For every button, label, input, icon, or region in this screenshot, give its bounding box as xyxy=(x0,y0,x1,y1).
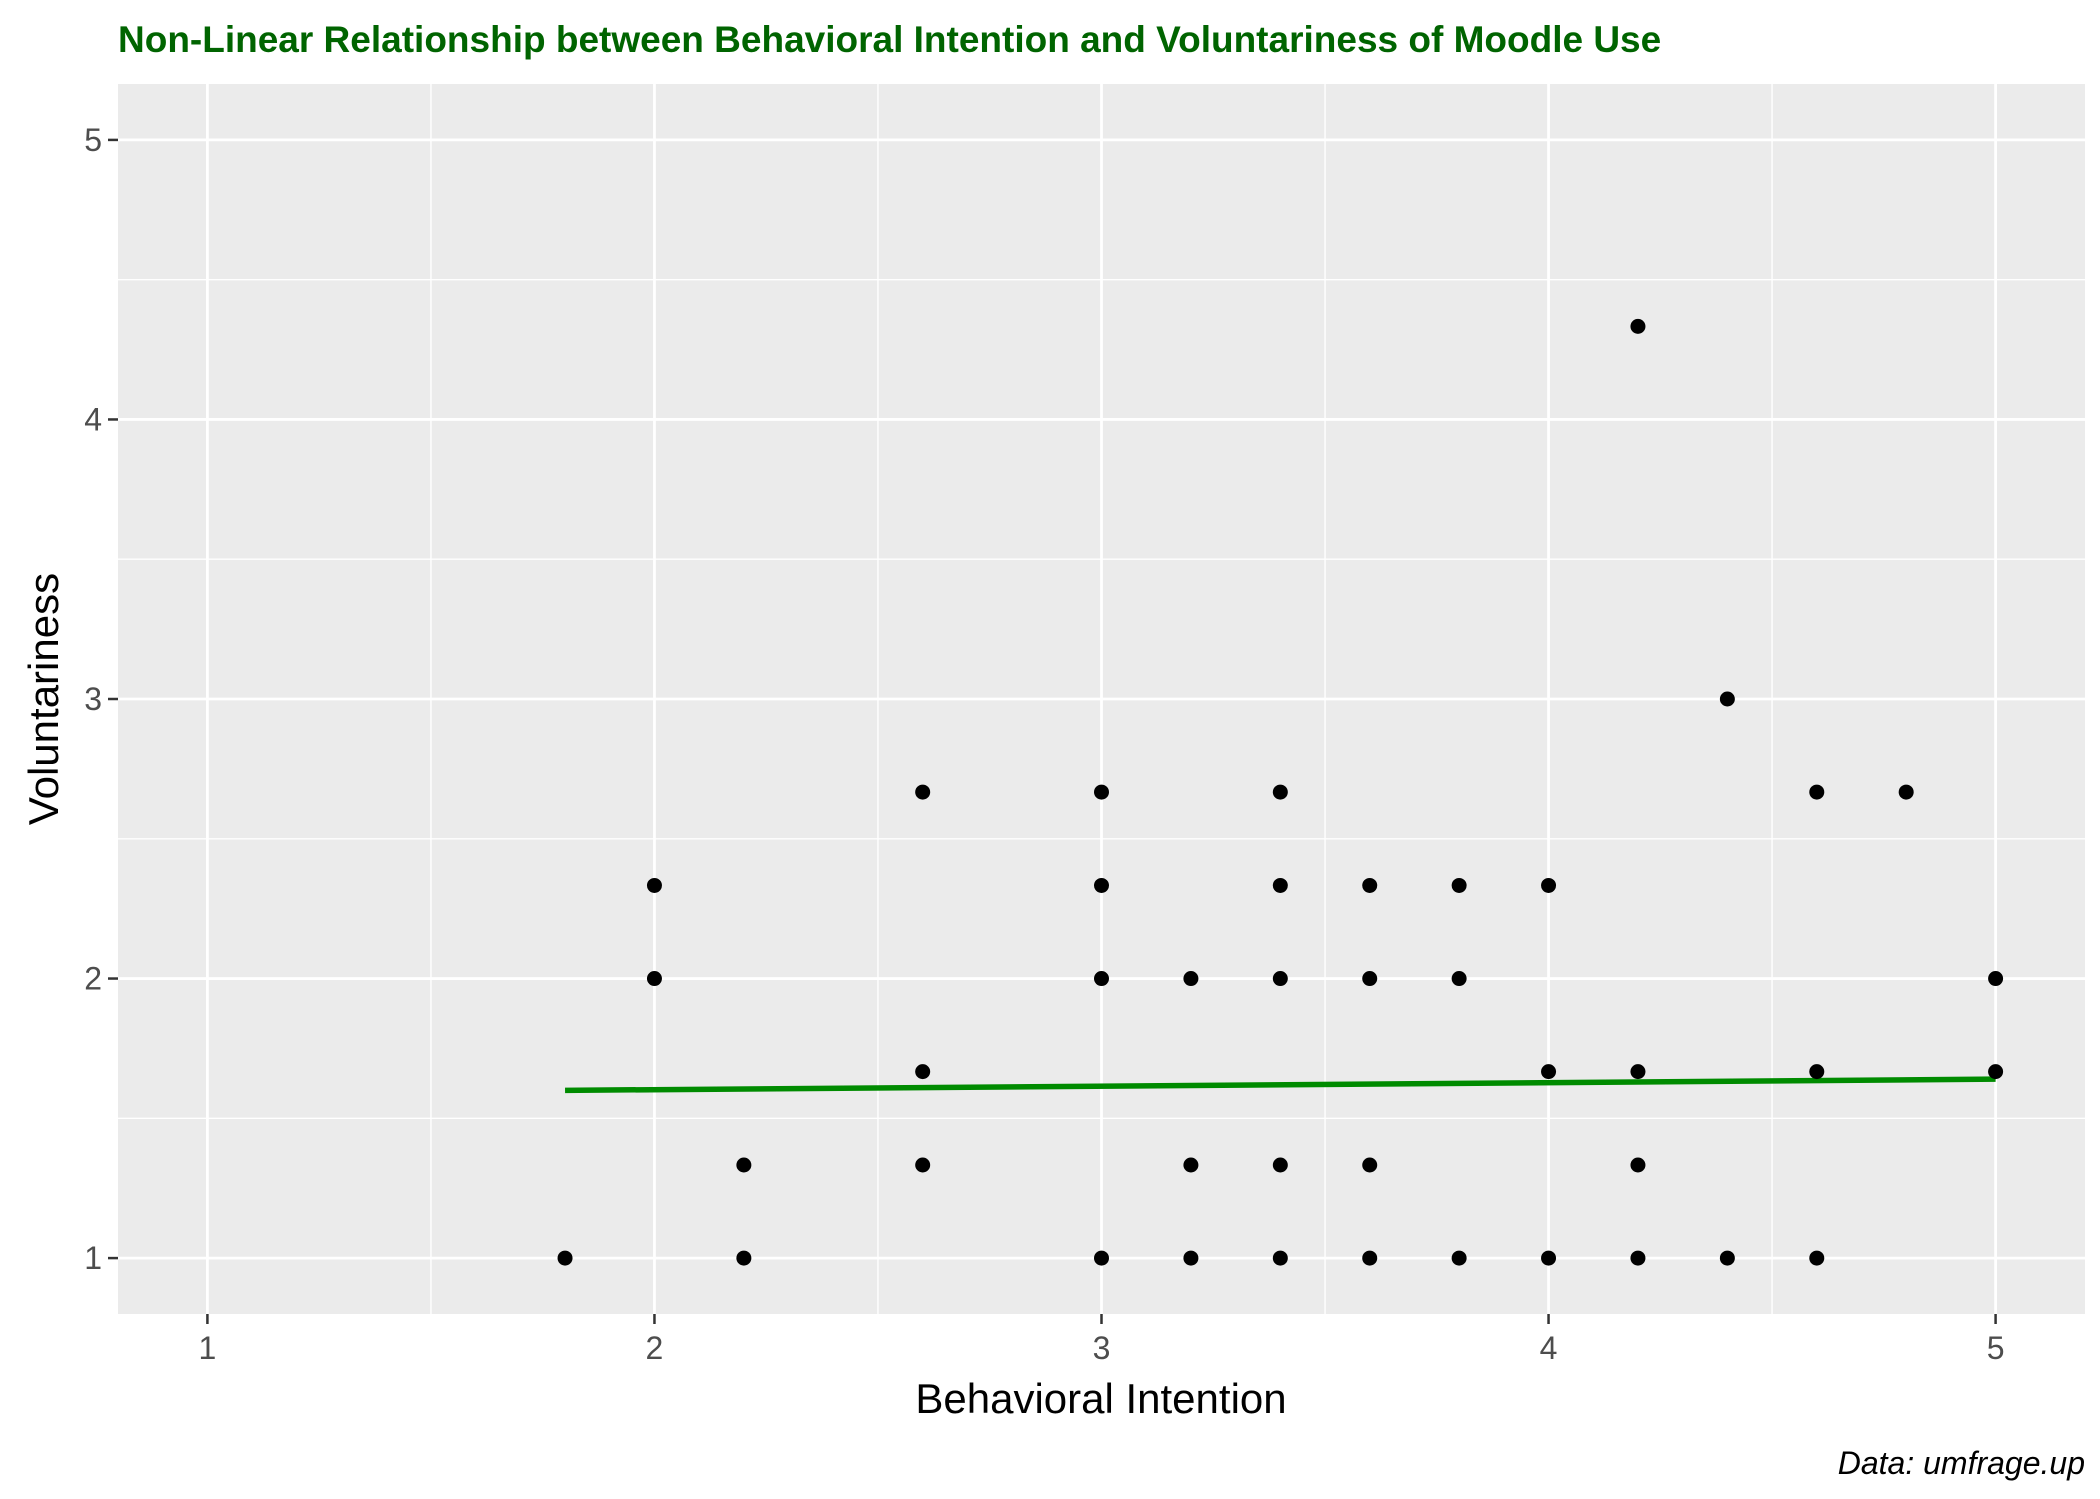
data-point xyxy=(1094,877,1109,893)
chart-title: Non-Linear Relationship between Behavior… xyxy=(118,19,1661,60)
data-point xyxy=(915,1157,931,1173)
data-point xyxy=(1719,1250,1735,1266)
data-point xyxy=(1630,318,1646,334)
data-point xyxy=(1630,1250,1646,1266)
data-point xyxy=(1809,1064,1825,1080)
data-point xyxy=(1272,784,1288,800)
y-tick-label: 5 xyxy=(84,122,102,158)
x-tick-label: 2 xyxy=(646,1330,664,1366)
trend-line-layer xyxy=(565,1076,1996,1094)
data-point xyxy=(646,971,662,987)
data-point xyxy=(915,1064,931,1080)
data-points xyxy=(557,318,2004,1266)
y-tick-label: 1 xyxy=(84,1240,102,1276)
y-axis-ticks: 1 2 3 4 5 xyxy=(84,122,118,1276)
data-point xyxy=(1272,877,1288,893)
trend-line xyxy=(565,1076,1996,1094)
data-point xyxy=(1094,784,1109,800)
data-point xyxy=(1183,1157,1199,1173)
data-point xyxy=(1183,971,1199,987)
data-point xyxy=(1988,1064,2004,1080)
data-point xyxy=(1809,784,1825,800)
y-tick-label: 4 xyxy=(84,401,102,437)
data-point xyxy=(736,1157,752,1173)
data-point xyxy=(1362,1250,1378,1266)
y-axis-title: Voluntariness xyxy=(20,573,67,825)
data-point xyxy=(1362,971,1378,987)
data-caption: Data: umfrage.up xyxy=(1838,1445,2085,1481)
data-point xyxy=(557,1250,573,1266)
data-point xyxy=(1362,877,1378,893)
data-point xyxy=(1362,1157,1378,1173)
data-point xyxy=(1630,1064,1646,1080)
y-tick-label: 3 xyxy=(84,681,102,717)
data-point xyxy=(1809,1250,1825,1266)
data-point xyxy=(1094,1250,1109,1266)
data-point xyxy=(1451,1250,1467,1266)
data-point xyxy=(1183,1250,1199,1266)
data-point xyxy=(1541,877,1557,893)
data-point xyxy=(646,877,662,893)
x-axis-ticks: 1 2 3 4 5 xyxy=(199,1314,2005,1366)
x-axis-title: Behavioral Intention xyxy=(915,1375,1286,1422)
data-point xyxy=(1719,691,1735,707)
data-point xyxy=(1898,784,1914,800)
data-point xyxy=(1272,1157,1288,1173)
x-tick-label: 4 xyxy=(1540,1330,1558,1366)
x-tick-label: 3 xyxy=(1093,1330,1111,1366)
data-point xyxy=(915,784,931,800)
data-point xyxy=(1541,1250,1557,1266)
data-point xyxy=(1094,971,1109,987)
data-point xyxy=(1451,877,1467,893)
data-point xyxy=(1541,1064,1557,1080)
data-point xyxy=(736,1250,752,1266)
data-point xyxy=(1988,971,2004,987)
data-point xyxy=(1451,971,1467,987)
x-tick-label: 5 xyxy=(1987,1330,2005,1366)
data-point xyxy=(1272,1250,1288,1266)
data-point xyxy=(1272,971,1288,987)
data-point xyxy=(1630,1157,1646,1173)
x-tick-label: 1 xyxy=(199,1330,217,1366)
y-tick-label: 2 xyxy=(84,961,102,997)
